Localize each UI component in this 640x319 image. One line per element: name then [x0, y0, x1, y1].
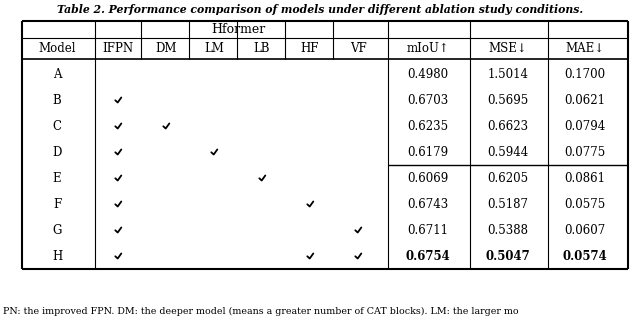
Text: IFPN: IFPN	[102, 42, 134, 55]
Text: HF: HF	[301, 42, 319, 55]
Text: mIoU↑: mIoU↑	[406, 42, 449, 55]
Text: LB: LB	[253, 42, 270, 55]
Text: H: H	[52, 249, 62, 263]
Text: 0.5695: 0.5695	[488, 93, 529, 107]
Text: Table 2. Performance comparison of models under different ablation study conditi: Table 2. Performance comparison of model…	[57, 4, 583, 15]
Text: A: A	[52, 68, 61, 80]
Text: 0.0621: 0.0621	[564, 93, 605, 107]
Text: DM: DM	[156, 42, 177, 55]
Text: G: G	[52, 224, 61, 236]
Text: 0.5047: 0.5047	[486, 249, 531, 263]
Text: 0.0794: 0.0794	[564, 120, 605, 132]
Text: 0.6754: 0.6754	[406, 249, 451, 263]
Text: MAE↓: MAE↓	[565, 42, 605, 55]
Text: B: B	[52, 93, 61, 107]
Text: Hformer: Hformer	[211, 23, 265, 36]
Text: 0.6179: 0.6179	[408, 145, 449, 159]
Text: E: E	[52, 172, 61, 184]
Text: 0.6205: 0.6205	[488, 172, 529, 184]
Text: 0.4980: 0.4980	[408, 68, 449, 80]
Text: C: C	[52, 120, 61, 132]
Text: PN: the improved FPN. DM: the deeper model (means a greater number of CAT blocks: PN: the improved FPN. DM: the deeper mod…	[3, 307, 518, 316]
Text: 0.1700: 0.1700	[564, 68, 605, 80]
Text: VF: VF	[349, 42, 366, 55]
Text: LM: LM	[204, 42, 224, 55]
Text: 0.0575: 0.0575	[564, 197, 605, 211]
Text: 0.5187: 0.5187	[488, 197, 529, 211]
Text: 0.6743: 0.6743	[408, 197, 449, 211]
Text: D: D	[52, 145, 61, 159]
Text: MSE↓: MSE↓	[488, 42, 527, 55]
Text: 1.5014: 1.5014	[488, 68, 529, 80]
Text: 0.0607: 0.0607	[564, 224, 605, 236]
Text: Model: Model	[38, 42, 76, 55]
Text: 0.0861: 0.0861	[564, 172, 605, 184]
Text: 0.6235: 0.6235	[408, 120, 449, 132]
Text: 0.5388: 0.5388	[488, 224, 529, 236]
Text: 0.6711: 0.6711	[408, 224, 449, 236]
Text: 0.5944: 0.5944	[488, 145, 529, 159]
Text: 0.6703: 0.6703	[408, 93, 449, 107]
Text: F: F	[53, 197, 61, 211]
Text: 0.0574: 0.0574	[563, 249, 607, 263]
Text: 0.6623: 0.6623	[488, 120, 529, 132]
Text: 0.6069: 0.6069	[408, 172, 449, 184]
Text: 0.0775: 0.0775	[564, 145, 605, 159]
